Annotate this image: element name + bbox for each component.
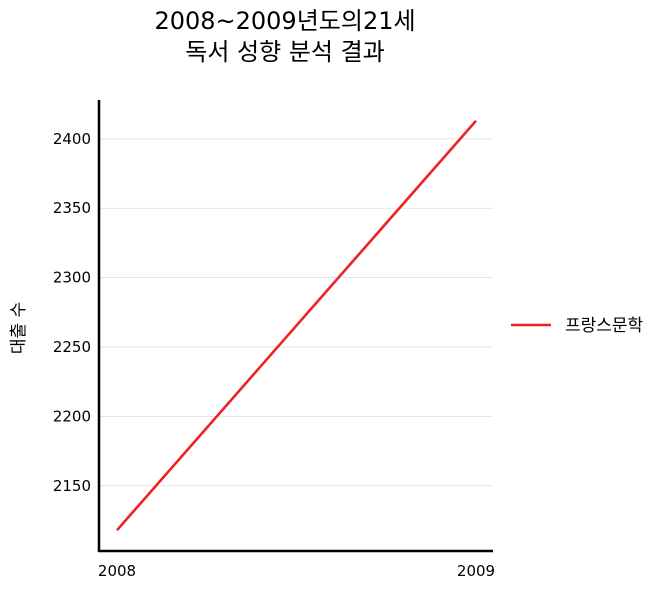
y-tick-label: 2200	[53, 407, 91, 425]
series-line	[116, 119, 477, 532]
y-tick-label: 2150	[53, 477, 91, 495]
gridlines	[99, 138, 493, 487]
chart-title-line-1: 2008~2009년도의21세	[154, 7, 416, 35]
y-axis-label: 대출 수	[9, 302, 29, 354]
chart-title-line-2: 독서 성향 분석 결과	[185, 38, 385, 66]
legend: 프랑스문학	[511, 316, 644, 336]
x-axis-ticks: 2008 2009	[98, 562, 495, 580]
y-tick-label: 2300	[53, 269, 91, 287]
y-tick-label: 2400	[53, 130, 91, 148]
x-tick-label: 2008	[98, 562, 136, 580]
series-lines	[116, 119, 477, 532]
legend-label: 프랑스문학	[565, 316, 644, 336]
y-tick-label: 2250	[53, 338, 91, 356]
y-tick-label: 2350	[53, 199, 91, 217]
axes	[97, 100, 493, 553]
x-tick-label: 2009	[457, 562, 495, 580]
chart-title: 2008~2009년도의21세 독서 성향 분석 결과	[0, 6, 570, 68]
y-axis-ticks: 2150 2200 2250 2300 2350 2400	[53, 130, 91, 495]
